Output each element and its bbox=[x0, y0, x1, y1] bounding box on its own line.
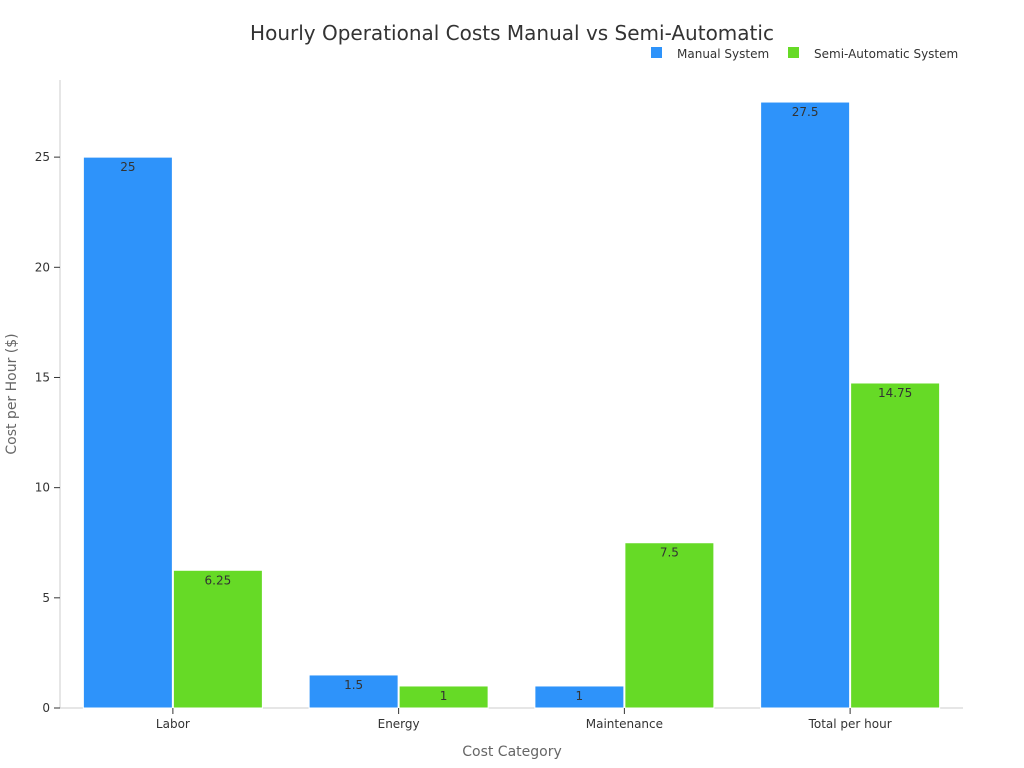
data-label-semi-automatic-system: 14.75 bbox=[878, 386, 912, 400]
y-tick-label: 5 bbox=[42, 591, 50, 605]
bar-manual-system bbox=[534, 685, 625, 709]
x-axis-ticks: Labor Energy Maintenance Total per hour bbox=[156, 708, 892, 731]
bar-semi-automatic-system bbox=[850, 382, 941, 709]
bar-semi-automatic-system bbox=[624, 542, 715, 709]
legend-label-manual: Manual System bbox=[677, 47, 769, 61]
y-tick-label: 10 bbox=[35, 481, 50, 495]
chart-title: Hourly Operational Costs Manual vs Semi-… bbox=[250, 21, 774, 45]
x-tick-label: Maintenance bbox=[586, 717, 663, 731]
y-tick-label: 15 bbox=[35, 370, 50, 384]
bar-manual-system bbox=[308, 674, 399, 709]
legend-swatch-manual bbox=[651, 47, 662, 58]
data-label-manual-system: 27.5 bbox=[792, 105, 819, 119]
legend-swatch-semi-automatic bbox=[788, 47, 799, 58]
legend: Manual System Semi-Automatic System bbox=[651, 47, 958, 61]
y-tick-label: 0 bbox=[42, 701, 50, 715]
x-tick-label: Labor bbox=[156, 717, 190, 731]
data-label-semi-automatic-system: 1 bbox=[440, 689, 448, 703]
data-label-semi-automatic-system: 7.5 bbox=[660, 546, 679, 560]
x-axis-title: Cost Category bbox=[462, 744, 562, 760]
bar-semi-automatic-system bbox=[172, 569, 263, 709]
data-label-manual-system: 1.5 bbox=[344, 678, 363, 692]
y-tick-label: 20 bbox=[35, 260, 50, 274]
x-tick-label: Total per hour bbox=[808, 717, 892, 731]
x-tick-label: Energy bbox=[378, 717, 420, 731]
data-label-manual-system: 25 bbox=[120, 160, 135, 174]
legend-label-semi-automatic: Semi-Automatic System bbox=[814, 47, 958, 61]
y-axis-title: Cost per Hour ($) bbox=[4, 333, 20, 454]
y-tick-label: 25 bbox=[35, 150, 50, 164]
bar-manual-system bbox=[82, 156, 173, 709]
bar-manual-system bbox=[760, 101, 851, 709]
data-label-manual-system: 1 bbox=[576, 689, 584, 703]
bars: 25 6.25 1.5 1 1 7.5 27.5 14.75 bbox=[82, 101, 941, 709]
data-label-semi-automatic-system: 6.25 bbox=[205, 573, 232, 587]
bar-semi-automatic-system bbox=[398, 685, 489, 709]
y-axis-ticks: 0 5 10 15 20 25 bbox=[35, 150, 60, 715]
